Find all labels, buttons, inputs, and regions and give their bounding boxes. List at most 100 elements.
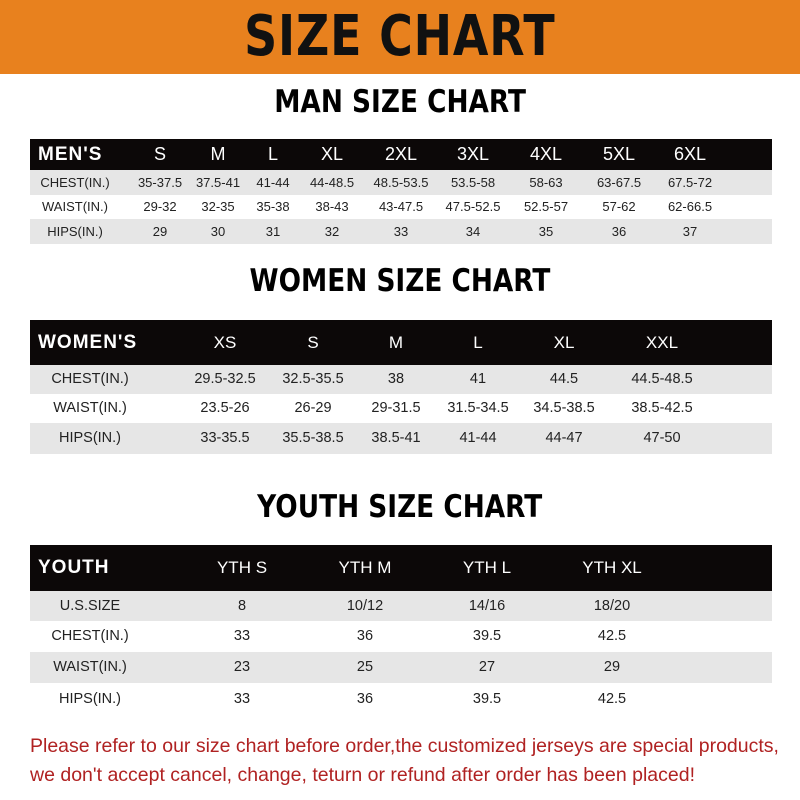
table-cell: 35-38 <box>256 199 290 214</box>
table-cell: 23.5-26 <box>200 400 250 416</box>
men-title: MAN SIZE CHART <box>0 84 800 120</box>
size-header: XL <box>320 144 344 164</box>
row-label: CHEST(IN.) <box>51 371 129 387</box>
table-cell: 26-29 <box>294 400 332 416</box>
table-cell: 35 <box>538 224 554 239</box>
table-cell: 47-50 <box>643 430 681 446</box>
table-cell: 38 <box>387 371 405 387</box>
table-header-label: YOUTH <box>38 557 110 578</box>
table-cell: 25 <box>356 659 374 675</box>
table-header-row: YOUTH YTH S YTH M YTH L YTH XL <box>30 545 772 591</box>
size-header: L <box>473 333 483 352</box>
table-cell: 33 <box>233 691 251 707</box>
table-cell: 33 <box>233 628 251 644</box>
table-cell: 31 <box>265 224 281 239</box>
row-label: WAIST(IN.) <box>42 199 108 214</box>
row-label: WAIST(IN.) <box>53 659 127 675</box>
table-cell: 58-63 <box>529 175 563 190</box>
table-cell: 39.5 <box>472 628 502 644</box>
size-chart-banner: SIZE CHART <box>0 0 800 74</box>
table-cell: 43-47.5 <box>378 199 424 214</box>
table-row: WAIST(IN.) 23.5-26 26-29 29-31.5 31.5-34.5 34… <box>30 394 772 423</box>
women-size-table: WOMEN'S XS S M L XL XXL CHEST(IN.) 29.5-32.5 32.5… <box>30 320 772 454</box>
table-cell: 44.5 <box>549 371 579 387</box>
table-cell: 35-37.5 <box>137 175 183 190</box>
table-cell: 29-31.5 <box>371 400 421 416</box>
table-cell: 38.5-41 <box>371 430 421 446</box>
table-cell: 42.5 <box>597 628 627 644</box>
size-header: 5XL <box>602 144 636 164</box>
table-cell: 29.5-32.5 <box>194 371 256 387</box>
row-label: U.S.SIZE <box>59 598 121 614</box>
table-cell: 44-47 <box>545 430 583 446</box>
table-cell: 63-67.5 <box>596 175 642 190</box>
note-line-2: we don't accept cancel, change, teturn o… <box>30 764 695 786</box>
table-cell: 37 <box>682 224 698 239</box>
table-row: CHEST(IN.) 29.5-32.5 32.5-35.5 38 41 44.5 44.5… <box>30 365 772 394</box>
size-header: YTH S <box>216 558 268 577</box>
table-cell: 48.5-53.5 <box>373 175 429 190</box>
table-cell: 57-62 <box>602 199 636 214</box>
table-cell: 35.5-38.5 <box>282 430 344 446</box>
table-cell: 44.5-48.5 <box>631 371 693 387</box>
size-header: S <box>307 333 319 352</box>
table-cell: 32.5-35.5 <box>282 371 344 387</box>
women-title: WOMEN SIZE CHART <box>0 263 800 299</box>
table-cell: 67.5-72 <box>667 175 713 190</box>
row-label: WAIST(IN.) <box>53 400 127 416</box>
table-cell: 52.5-57 <box>523 199 569 214</box>
size-header: YTH XL <box>582 558 642 577</box>
table-cell: 31.5-34.5 <box>447 400 509 416</box>
row-label: HIPS(IN.) <box>47 224 103 239</box>
table-cell: 41 <box>469 371 487 387</box>
row-label: HIPS(IN.) <box>58 430 122 446</box>
table-cell: 29 <box>603 659 621 675</box>
table-cell: 41-44 <box>459 430 497 446</box>
table-cell: 47.5-52.5 <box>445 199 501 214</box>
table-row: WAIST(IN.) 29-32 32-35 35-38 38-43 43-47.5 47.… <box>30 195 772 219</box>
table-cell: 32 <box>324 224 340 239</box>
table-cell: 37.5-41 <box>195 175 241 190</box>
size-header: XS <box>213 333 237 352</box>
table-header-row: MEN'S S M L XL 2XL 3XL 4XL 5XL 6XL <box>30 139 772 170</box>
table-row: U.S.SIZE 8 10/12 14/16 18/20 <box>30 591 772 621</box>
table-cell: 8 <box>237 598 247 614</box>
youth-title: YOUTH SIZE CHART <box>0 489 800 525</box>
men-title-text: MAN SIZE CHART <box>274 84 526 120</box>
note-line-1: Please refer to our size chart before or… <box>30 735 779 757</box>
size-header: 4XL <box>529 144 563 164</box>
size-header: L <box>267 144 279 164</box>
women-title-text: WOMEN SIZE CHART <box>249 263 551 299</box>
size-header: XXL <box>645 333 679 352</box>
table-cell: 38.5-42.5 <box>631 400 693 416</box>
table-cell: 14/16 <box>468 598 506 614</box>
table-row: HIPS(IN.) 29 30 31 32 33 34 35 36 37 <box>30 219 772 244</box>
size-header: M <box>210 144 226 164</box>
size-header: YTH M <box>338 558 392 577</box>
table-cell: 41-44 <box>256 175 290 190</box>
table-cell: 10/12 <box>346 598 384 614</box>
table-cell: 30 <box>210 224 226 239</box>
table-cell: 39.5 <box>472 691 502 707</box>
youth-size-table: YOUTH YTH S YTH M YTH L YTH XL U.S.SIZE 8 10/12… <box>30 545 772 715</box>
table-row: HIPS(IN.) 33 36 39.5 42.5 <box>30 683 772 715</box>
table-cell: 23 <box>233 659 251 675</box>
size-header: XL <box>553 333 575 352</box>
row-label: HIPS(IN.) <box>58 691 122 707</box>
table-header-label: WOMEN'S <box>38 332 138 353</box>
size-header: S <box>153 144 167 164</box>
table-cell: 29-32 <box>143 199 177 214</box>
size-header: 3XL <box>456 144 490 164</box>
table-header-label: MEN'S <box>38 144 103 165</box>
size-header: YTH L <box>462 558 512 577</box>
table-row: CHEST(IN.) 35-37.5 37.5-41 41-44 44-48.5 48.5… <box>30 170 772 195</box>
table-header-row: WOMEN'S XS S M L XL XXL <box>30 320 772 365</box>
table-cell: 36 <box>356 691 374 707</box>
size-header: 2XL <box>384 144 418 164</box>
size-header: M <box>388 333 404 352</box>
table-row: CHEST(IN.) 33 36 39.5 42.5 <box>30 621 772 652</box>
table-cell: 33-35.5 <box>200 430 250 446</box>
youth-title-text: YOUTH SIZE CHART <box>257 489 543 525</box>
table-cell: 36 <box>356 628 374 644</box>
row-label: CHEST(IN.) <box>40 175 110 190</box>
